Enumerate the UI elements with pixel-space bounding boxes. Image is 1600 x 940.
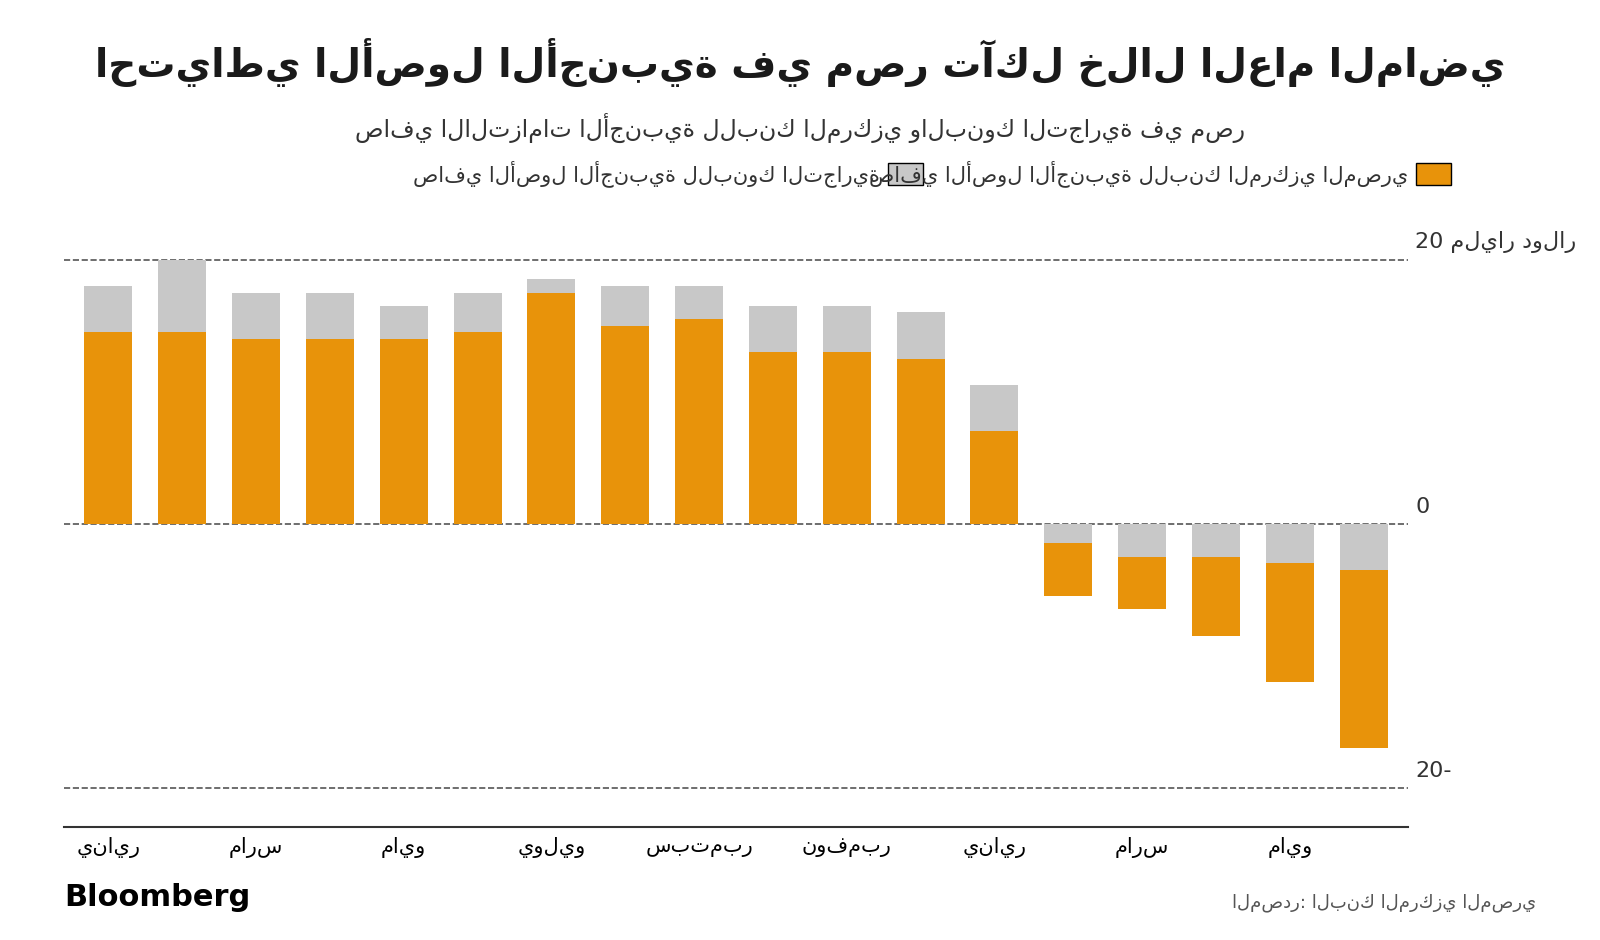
Bar [749,306,797,352]
Bar [822,352,870,524]
Bar [602,325,650,524]
Bar [232,338,280,524]
Bar [896,358,944,524]
Bar [749,352,797,524]
Bar [306,338,354,524]
Text: احتياطي الأصول الأجنبية في مصر تآكل خلال العام الماضي: احتياطي الأصول الأجنبية في مصر تآكل خلال… [94,38,1506,86]
Bar [158,259,206,332]
Text: صافي الأصول الأجنبية للبنوك التجارية: صافي الأصول الأجنبية للبنوك التجارية [413,161,880,187]
Bar [1045,543,1093,596]
Bar [453,332,501,524]
Bar [158,332,206,524]
Bar [528,292,576,524]
Bar [1339,524,1387,748]
Bar [306,292,354,338]
Bar [232,292,280,338]
Bar [675,319,723,524]
Text: صافي الالتزامات الأجنبية للبنك المركزي والبنوك التجارية في مصر: صافي الالتزامات الأجنبية للبنك المركزي و… [355,113,1245,143]
Bar [453,292,501,332]
Text: 0: 0 [1416,497,1430,517]
Bar [1192,524,1240,635]
Bar [1192,556,1240,635]
Text: Bloomberg: Bloomberg [64,883,250,912]
Bar [85,332,133,524]
Bar [379,338,427,524]
Bar [528,279,576,292]
Bar [1339,570,1387,748]
Bar [85,286,133,332]
Bar [1266,524,1314,682]
Text: 20 مليار دولار: 20 مليار دولار [1416,231,1576,253]
Bar [822,306,870,352]
Bar [896,312,944,358]
Text: المصدر: البنك المركزي المصري: المصدر: البنك المركزي المصري [1232,893,1536,912]
Bar [971,385,1019,431]
Bar [1118,524,1166,609]
Bar [1266,563,1314,682]
Bar [1118,556,1166,609]
Text: 20-: 20- [1416,761,1451,781]
Bar [971,431,1019,524]
Bar [675,286,723,319]
Bar [1045,524,1093,596]
Bar [602,286,650,325]
Bar [379,306,427,338]
Text: صافي الأصول الأجنبية للبنك المركزي المصري: صافي الأصول الأجنبية للبنك المركزي المصر… [869,161,1408,187]
